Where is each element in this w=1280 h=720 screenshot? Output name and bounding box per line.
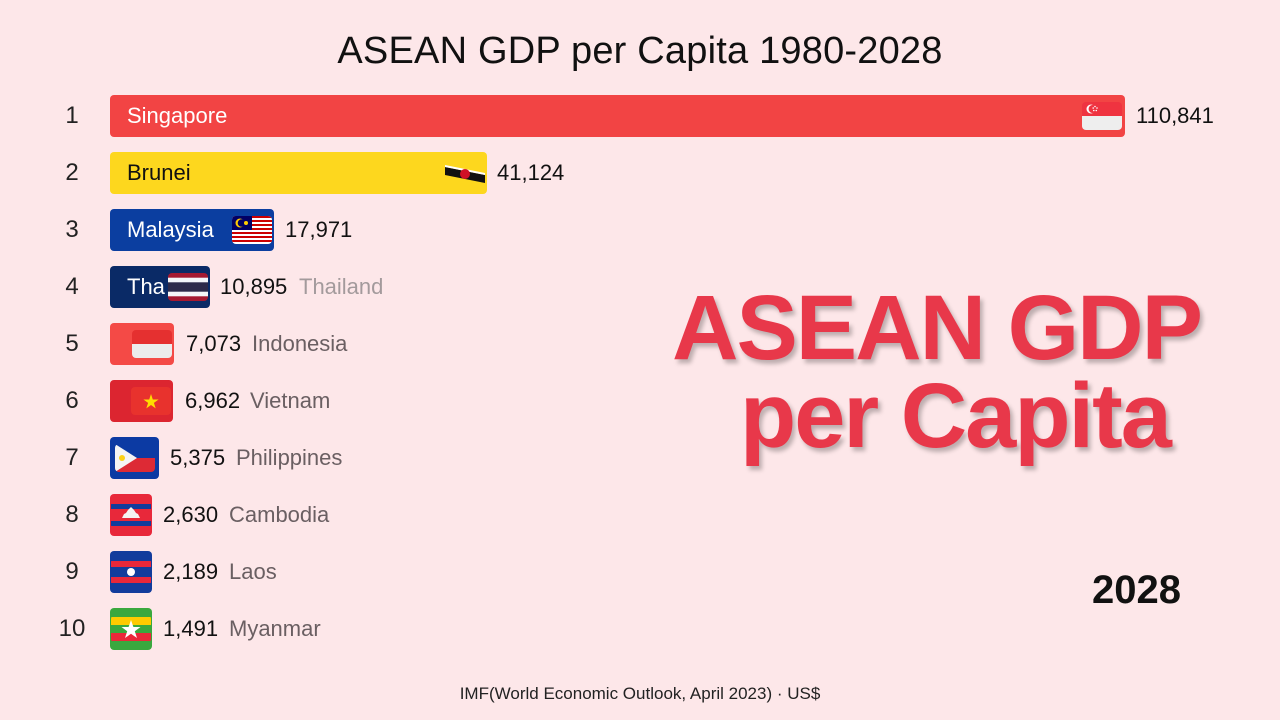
- bar-row-philippines: 7 5,375 Philippines: [0, 437, 1280, 479]
- bar-row-myanmar: 10 1,491 Myanmar: [0, 608, 1280, 650]
- value-label: 41,124: [497, 160, 565, 185]
- overlay-title-line2: per Capita: [740, 365, 1172, 467]
- value-label: 17,971: [285, 217, 353, 242]
- bar-philippines: [110, 437, 159, 479]
- rank-label: 9: [65, 558, 79, 585]
- cambodia-flag-icon: [111, 501, 151, 529]
- bar-row-vietnam: 6 6,962 Vietnam: [0, 380, 1280, 422]
- country-name: Thailand: [299, 274, 384, 299]
- rank-label: 6: [65, 387, 79, 414]
- rank-label: 4: [65, 273, 79, 300]
- bar-laos: [110, 551, 152, 593]
- bar-label: Brunei: [127, 160, 191, 185]
- value-label: 110,841: [1136, 103, 1214, 128]
- rank-label: 8: [65, 501, 79, 528]
- value-label: 1,491: [163, 616, 219, 641]
- bar-singapore: Singapore: [110, 95, 1125, 137]
- laos-flag-icon: [111, 558, 151, 586]
- rank-label: 1: [65, 102, 79, 129]
- rank-label: 2: [65, 159, 79, 186]
- bar-indonesia: [110, 323, 174, 365]
- value-label: 6,962: [185, 388, 241, 413]
- bar-row-malaysia: 3 Malaysia 17,971: [0, 209, 1280, 251]
- bar-row-thailand: 4 Tha 10,895 Thailand: [0, 266, 1280, 308]
- bar-brunei: Brunei: [110, 152, 487, 194]
- year-label: 2028: [1092, 568, 1181, 612]
- bar-row-singapore: 1 Singapore 110,841: [0, 95, 1280, 137]
- value-label: 7,073: [186, 331, 242, 356]
- value-label: 2,189: [163, 559, 219, 584]
- value-label: 5,375: [170, 445, 226, 470]
- chart-title: ASEAN GDP per Capita 1980-2028: [337, 30, 943, 72]
- country-name: Cambodia: [229, 502, 330, 527]
- rank-label: 7: [65, 444, 79, 471]
- source-caption: IMF(World Economic Outlook, April 2023) …: [459, 684, 821, 703]
- overlay-title-line1: ASEAN GDP: [672, 277, 1203, 379]
- bar-row-cambodia: 8 2,630 Cambodia: [0, 494, 1280, 536]
- bar-cambodia: [110, 494, 152, 536]
- country-name: Vietnam: [250, 388, 331, 413]
- thailand-flag-icon: [168, 273, 208, 301]
- bar-row-brunei: 2 Brunei 41,124: [0, 152, 1280, 194]
- rank-label: 3: [65, 216, 79, 243]
- country-name: Laos: [229, 559, 277, 584]
- bar-label: Tha: [127, 274, 165, 299]
- singapore-flag-icon: [1082, 102, 1122, 130]
- rank-label: 10: [58, 615, 86, 642]
- rank-label: 5: [65, 330, 79, 357]
- myanmar-flag-icon: [111, 615, 151, 643]
- philippines-flag-icon: [115, 444, 155, 472]
- vietnam-flag-icon: [131, 387, 171, 415]
- indonesia-flag-icon: [132, 330, 172, 358]
- bar-malaysia: Malaysia: [110, 209, 274, 251]
- bar-vietnam: [110, 380, 173, 422]
- country-name: Myanmar: [229, 616, 321, 641]
- value-label: 10,895: [220, 274, 288, 299]
- malaysia-flag-icon: [232, 216, 272, 244]
- bar-myanmar: [110, 608, 152, 650]
- bar-row-indonesia: 5 7,073 Indonesia: [0, 323, 1280, 365]
- bar-thailand: Tha: [110, 266, 210, 308]
- bar-label: Malaysia: [127, 217, 214, 242]
- value-label: 2,630: [163, 502, 219, 527]
- bar-label: Singapore: [127, 103, 228, 128]
- brunei-flag-icon: [445, 159, 485, 187]
- bar-row-laos: 9 2,189 Laos: [0, 551, 1280, 593]
- country-name: Philippines: [236, 445, 343, 470]
- country-name: Indonesia: [252, 331, 348, 356]
